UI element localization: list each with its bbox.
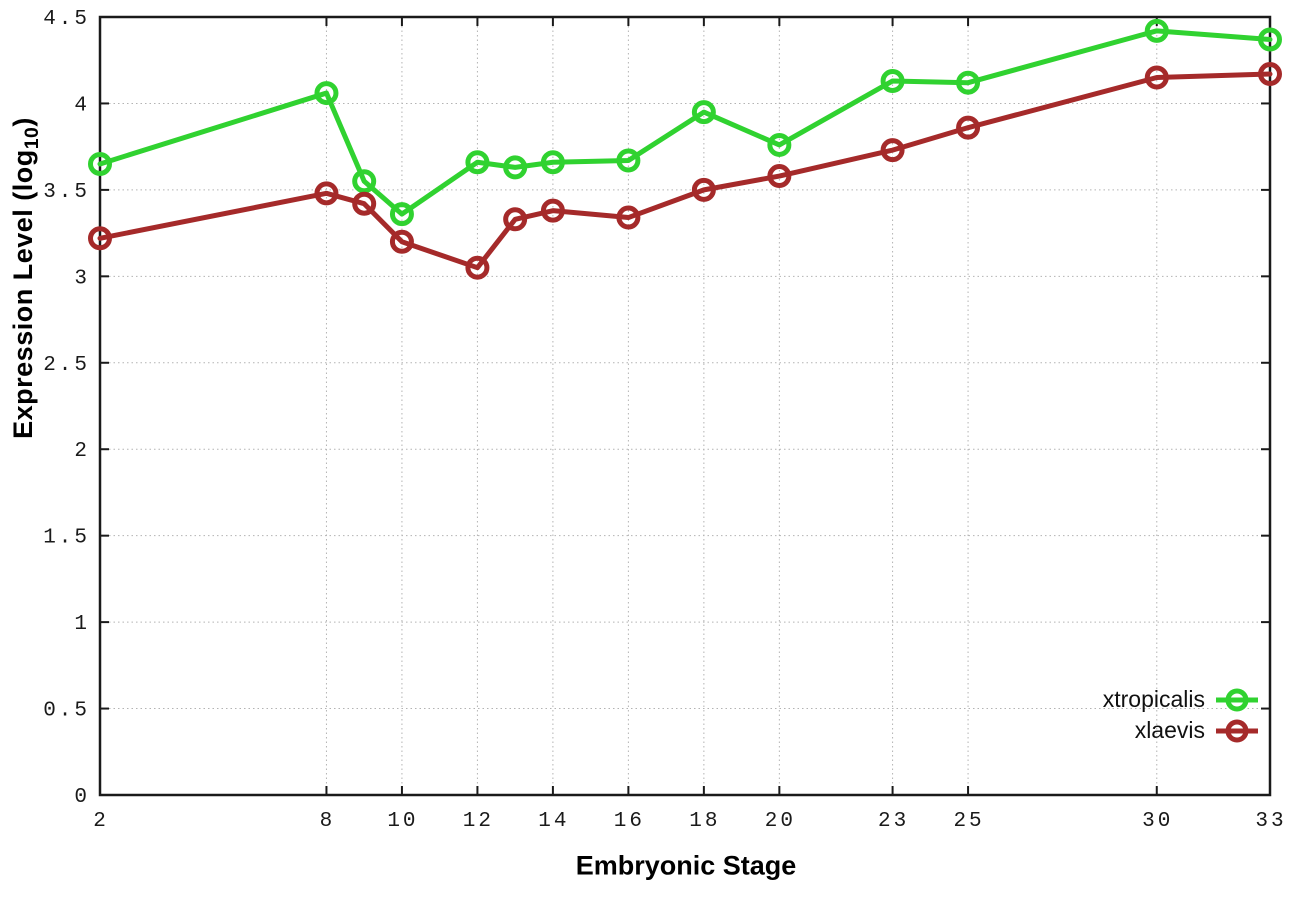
data-point-xtropicalis	[1144, 18, 1169, 43]
line-marker-sample-icon	[1216, 719, 1258, 742]
data-point-xlaevis	[956, 115, 981, 140]
data-point-xtropicalis	[352, 169, 377, 194]
data-point-xlaevis	[540, 198, 565, 223]
data-point-xlaevis	[880, 138, 905, 163]
x-tick-label: 20	[765, 810, 796, 833]
x-tick-label: 8	[320, 810, 336, 833]
legend-item-xlaevis: xlaevis	[1135, 715, 1260, 746]
y-tick-label: 3	[74, 267, 90, 290]
data-point-xtropicalis	[691, 100, 716, 125]
y-axis-title-subscript: 10	[21, 126, 44, 150]
x-tick-label: 23	[878, 810, 909, 833]
data-point-xlaevis	[389, 229, 414, 254]
legend-label: xtropicalis	[1102, 686, 1205, 712]
data-point-xtropicalis	[616, 148, 641, 173]
data-point-xlaevis	[465, 255, 490, 280]
y-tick-label: 1.5	[43, 527, 90, 550]
plot-border	[98, 15, 1272, 797]
y-tick-label: 4	[74, 94, 90, 117]
data-point-xtropicalis	[314, 81, 339, 106]
series-line-xtropicalis	[97, 28, 1273, 217]
x-tick-label: 25	[953, 810, 984, 833]
x-tick-label: 33	[1255, 810, 1286, 833]
x-tick-label: 10	[387, 810, 418, 833]
y-tick-label: 2	[74, 440, 90, 463]
y-tick-label: 0.5	[43, 700, 90, 723]
data-point-xlaevis	[503, 207, 528, 232]
data-point-xtropicalis	[880, 68, 905, 93]
x-tick-label: 12	[463, 810, 494, 833]
data-point-xlaevis	[88, 226, 112, 251]
x-tick-label: 16	[614, 810, 645, 833]
data-point-xlaevis	[767, 164, 792, 189]
data-point-xtropicalis	[540, 150, 565, 175]
chart-legend: xtropicalis xlaevis	[1103, 684, 1260, 746]
data-point-xlaevis	[1144, 65, 1169, 90]
data-point-xtropicalis	[88, 151, 112, 176]
x-tick-label: 2	[93, 810, 109, 833]
data-point-xlaevis	[616, 205, 641, 230]
legend-label: xlaevis	[1134, 717, 1205, 743]
data-point-xlaevis	[691, 177, 716, 202]
data-point-xlaevis	[1258, 62, 1282, 87]
data-point-xlaevis	[352, 191, 377, 216]
y-tick-label: 2.5	[43, 354, 90, 377]
y-axis-title-text: Expression Level (log	[7, 149, 38, 439]
y-axis-title-suffix: )	[7, 117, 38, 127]
y-tick-label: 0	[74, 786, 90, 809]
data-point-xtropicalis	[465, 150, 490, 175]
x-tick-label: 18	[689, 810, 720, 833]
y-axis-title: Expression Level (log10)	[8, 117, 44, 439]
legend-item-xtropicalis: xtropicalis	[1103, 684, 1260, 715]
data-point-xtropicalis	[767, 132, 792, 157]
data-point-xtropicalis	[389, 202, 414, 227]
y-tick-label: 4.5	[43, 8, 90, 31]
x-axis-title: Embryonic Stage	[575, 850, 797, 881]
y-tick-label: 1	[74, 613, 90, 636]
y-tick-label: 3.5	[43, 181, 90, 204]
x-tick-label: 30	[1142, 810, 1173, 833]
data-point-xtropicalis	[956, 70, 981, 95]
line-marker-sample-icon	[1216, 688, 1258, 711]
data-point-xtropicalis	[503, 155, 528, 180]
data-point-xlaevis	[314, 181, 339, 206]
x-tick-label: 14	[538, 810, 569, 833]
data-point-xtropicalis	[1258, 27, 1282, 52]
